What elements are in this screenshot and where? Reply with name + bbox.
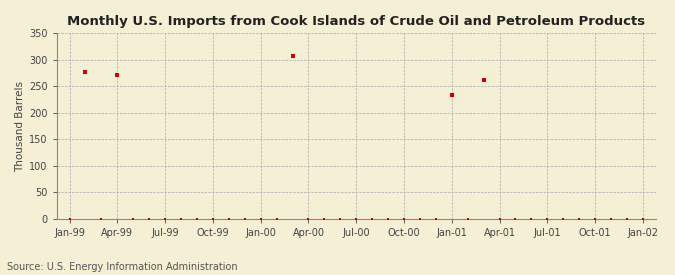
Point <box>144 217 155 221</box>
Point <box>367 217 377 221</box>
Title: Monthly U.S. Imports from Cook Islands of Crude Oil and Petroleum Products: Monthly U.S. Imports from Cook Islands o… <box>67 15 645 28</box>
Point <box>462 217 473 221</box>
Point <box>303 217 314 221</box>
Point <box>351 217 362 221</box>
Point <box>176 217 186 221</box>
Point <box>526 217 537 221</box>
Point <box>319 217 330 221</box>
Point <box>590 217 601 221</box>
Point <box>414 217 425 221</box>
Point <box>622 217 632 221</box>
Point <box>478 78 489 82</box>
Point <box>207 217 218 221</box>
Point <box>383 217 394 221</box>
Point <box>558 217 568 221</box>
Point <box>160 217 171 221</box>
Point <box>128 217 138 221</box>
Point <box>510 217 521 221</box>
Point <box>271 217 282 221</box>
Point <box>446 93 457 97</box>
Text: Source: U.S. Energy Information Administration: Source: U.S. Energy Information Administ… <box>7 262 238 272</box>
Point <box>399 217 410 221</box>
Point <box>431 217 441 221</box>
Point <box>240 217 250 221</box>
Point <box>80 70 91 74</box>
Point <box>255 217 266 221</box>
Point <box>637 217 648 221</box>
Point <box>112 73 123 77</box>
Point <box>223 217 234 221</box>
Point <box>574 217 585 221</box>
Point <box>494 217 505 221</box>
Point <box>192 217 202 221</box>
Y-axis label: Thousand Barrels: Thousand Barrels <box>15 81 25 172</box>
Point <box>605 217 616 221</box>
Point <box>287 54 298 58</box>
Point <box>96 217 107 221</box>
Point <box>64 217 75 221</box>
Point <box>542 217 553 221</box>
Point <box>335 217 346 221</box>
